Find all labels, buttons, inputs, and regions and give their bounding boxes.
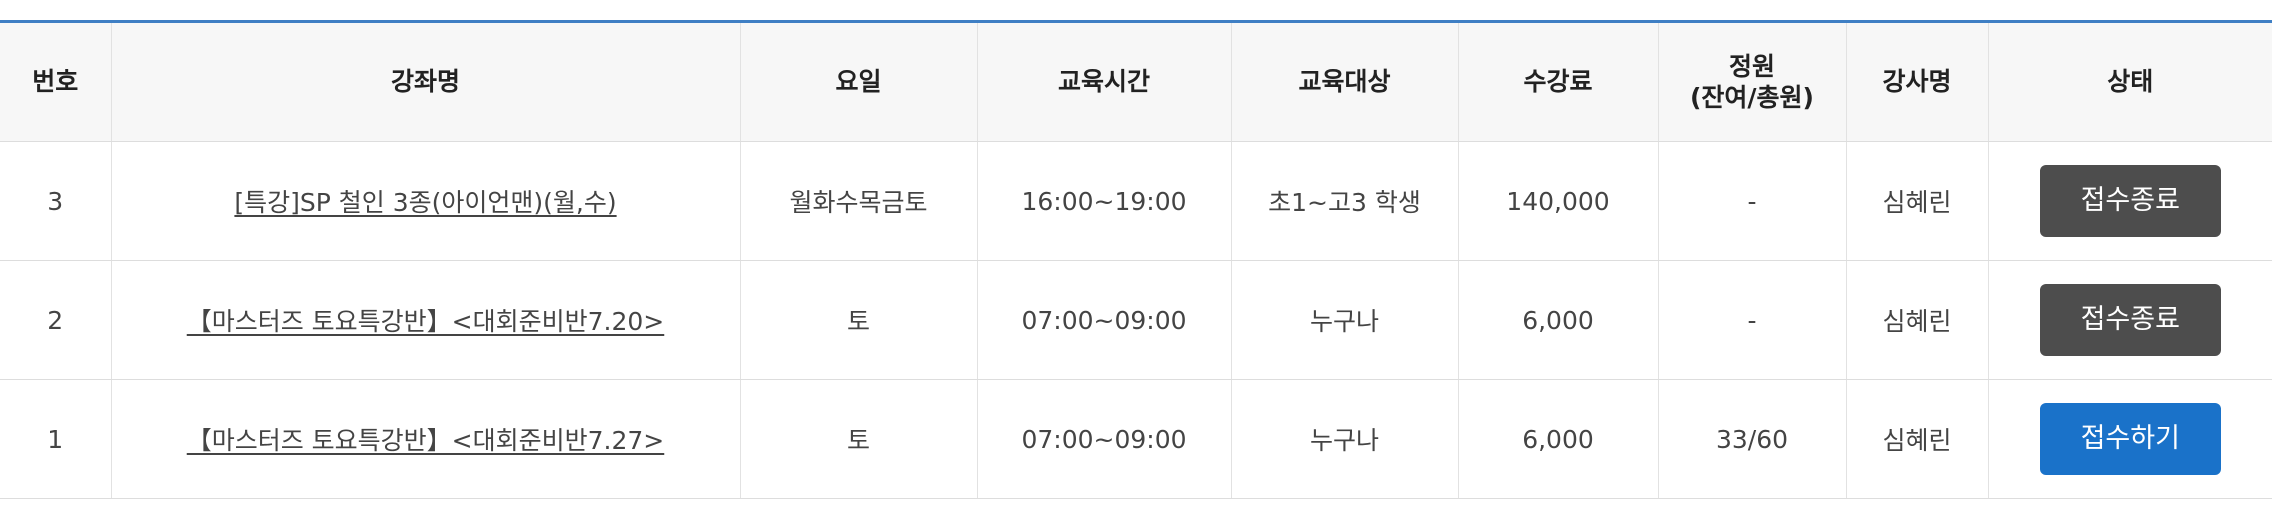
cell-target: 누구나	[1230, 260, 1458, 380]
cell-capacity: 33/60	[1657, 379, 1846, 499]
cell-course-name: 【마스터즈 토요특강반】<대회준비반7.20>	[110, 260, 740, 380]
cell-no: 1	[0, 379, 111, 499]
header-target: 교육대상	[1230, 21, 1458, 142]
header-day: 요일	[739, 21, 977, 142]
cell-status: 접수종료	[1987, 260, 2272, 380]
cell-capacity: -	[1657, 260, 1846, 380]
course-link[interactable]: [특강]SP 철인 3종(아이언맨)(월,수)	[234, 188, 617, 217]
cell-target: 누구나	[1230, 379, 1458, 499]
header-capacity: 정원 (잔여/총원)	[1657, 21, 1846, 142]
header-course-name: 강좌명	[110, 21, 740, 142]
cell-instructor: 심혜린	[1845, 379, 1988, 499]
cell-course-name: 【마스터즈 토요특강반】<대회준비반7.27>	[110, 379, 740, 499]
header-time: 교육시간	[976, 21, 1231, 142]
cell-day: 월화수목금토	[739, 141, 977, 261]
cell-time: 07:00~09:00	[976, 379, 1231, 499]
header-fee: 수강료	[1457, 21, 1658, 142]
cell-instructor: 심혜린	[1845, 141, 1988, 261]
header-capacity-line1: 정원	[1728, 51, 1775, 81]
table-row: 2 【마스터즈 토요특강반】<대회준비반7.20> 토 07:00~09:00 …	[0, 260, 2272, 380]
registration-closed-button[interactable]: 접수종료	[2039, 165, 2221, 237]
header-no: 번호	[0, 21, 111, 142]
cell-instructor: 심혜린	[1845, 260, 1988, 380]
course-table: 번호 강좌명 요일 교육시간 교육대상 수강료 정원 (잔여/총원) 강사명 상…	[0, 20, 2272, 499]
cell-time: 16:00~19:00	[976, 141, 1231, 261]
cell-time: 07:00~09:00	[976, 260, 1231, 380]
cell-no: 2	[0, 260, 111, 380]
course-link[interactable]: 【마스터즈 토요특강반】<대회준비반7.27>	[186, 426, 665, 455]
cell-course-name: [특강]SP 철인 3종(아이언맨)(월,수)	[110, 141, 740, 261]
cell-target: 초1~고3 학생	[1230, 141, 1458, 261]
header-instructor: 강사명	[1845, 21, 1988, 142]
apply-button[interactable]: 접수하기	[2039, 403, 2221, 475]
cell-day: 토	[739, 379, 977, 499]
cell-fee: 140,000	[1457, 141, 1658, 261]
cell-day: 토	[739, 260, 977, 380]
table-header-row: 번호 강좌명 요일 교육시간 교육대상 수강료 정원 (잔여/총원) 강사명 상…	[0, 21, 2272, 142]
cell-status: 접수하기	[1987, 379, 2272, 499]
cell-capacity: -	[1657, 141, 1846, 261]
registration-closed-button[interactable]: 접수종료	[2039, 284, 2221, 356]
cell-fee: 6,000	[1457, 379, 1658, 499]
header-capacity-line2: (잔여/총원)	[1690, 83, 1814, 112]
course-link[interactable]: 【마스터즈 토요특강반】<대회준비반7.20>	[186, 307, 665, 336]
table-row: 3 [특강]SP 철인 3종(아이언맨)(월,수) 월화수목금토 16:00~1…	[0, 141, 2272, 261]
cell-fee: 6,000	[1457, 260, 1658, 380]
cell-no: 3	[0, 141, 111, 261]
table-row: 1 【마스터즈 토요특강반】<대회준비반7.27> 토 07:00~09:00 …	[0, 379, 2272, 499]
header-status: 상태	[1987, 21, 2272, 142]
cell-status: 접수종료	[1987, 141, 2272, 261]
